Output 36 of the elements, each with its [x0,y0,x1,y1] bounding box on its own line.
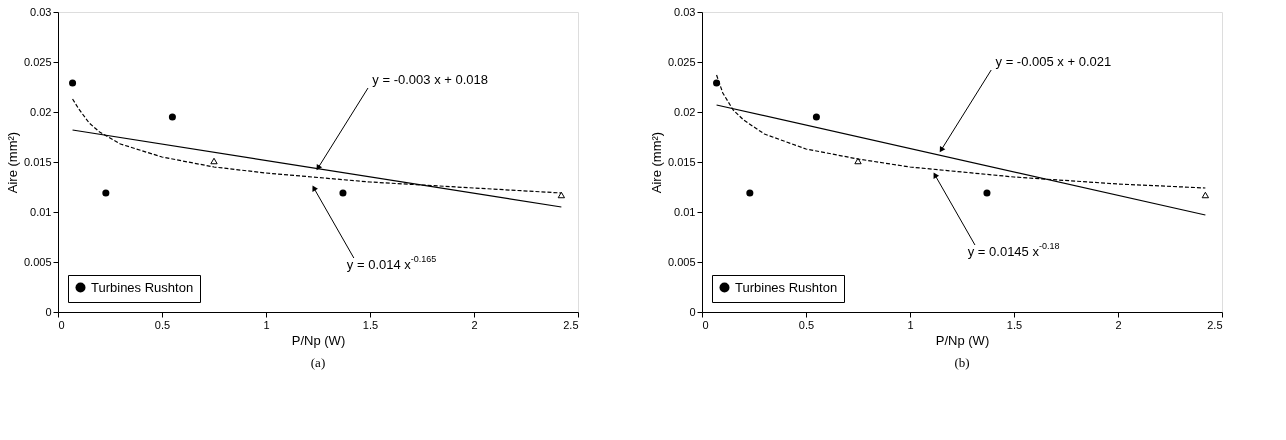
y-axis-title: Aire (mm²) [648,131,664,194]
text: (a) [310,355,326,370]
annotation: y = -0.005 x + 0.021 [995,54,1112,69]
y-tick-label: 0.015 [23,155,52,168]
y-tick-label: 0.025 [667,55,696,68]
y-tick-label: 0.03 [674,5,696,18]
y-tick-label: 0.03 [30,5,52,18]
y-tick-label: 0.01 [674,205,696,218]
y-axis-title: Aire (mm²) [4,131,20,194]
y-tick-label: 0.015 [667,155,696,168]
x-axis-title: P/Np (W) [291,332,346,348]
y-tick-label: 0 [45,305,52,318]
annotation: y = -0.003 x + 0.018 [372,72,488,87]
y-tick-label: 0.01 [30,205,52,218]
x-tick-label: 2.5 [1207,318,1223,331]
x-tick-label: 1.5 [1006,318,1023,331]
x-tick-label: 2 [471,318,478,331]
x-tick-label: 1 [907,318,914,331]
text: (b) [954,355,970,370]
legend-label: Turbines Rushton [91,279,194,295]
x-tick-label: 0.5 [154,318,171,331]
y-tick-label: 0.005 [667,255,696,268]
y-tick-label: 0.005 [23,255,52,268]
x-axis-title: P/Np (W) [935,332,990,348]
y-tick-label: 0.025 [23,55,52,68]
legend-label: Turbines Rushton [735,279,838,295]
y-tick-label: 0.02 [674,105,696,118]
x-tick-label: 0 [58,318,65,331]
x-tick-label: 1.5 [362,318,379,331]
x-tick-label: 0.5 [798,318,815,331]
y-tick-label: 0.02 [30,105,52,118]
x-tick-label: 0 [702,318,709,331]
x-tick-label: 1 [263,318,270,331]
x-tick-label: 2 [1115,318,1122,331]
y-tick-label: 0 [689,305,696,318]
x-tick-label: 2.5 [563,318,579,331]
